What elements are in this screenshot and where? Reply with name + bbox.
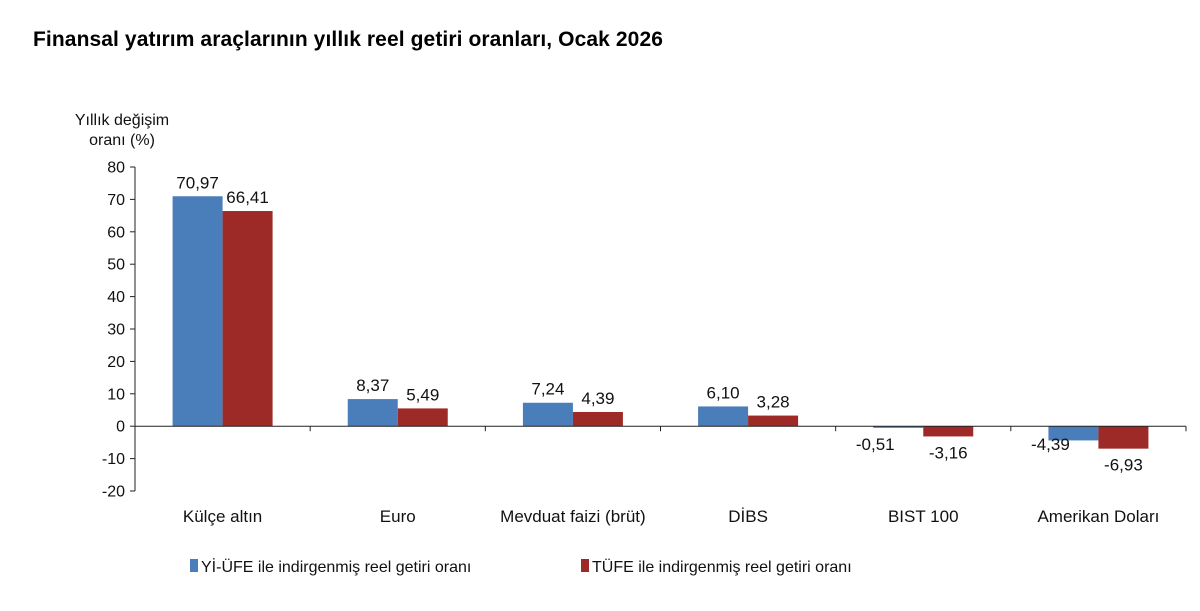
value-label: 5,49 [406,385,439,404]
y-axis: 80 70 60 50 40 30 20 10 0 -10 -20 [102,160,136,501]
value-label: 66,41 [226,188,269,207]
bar-1-5 [873,426,924,428]
bar-1-1 [172,196,223,427]
bar-2-1 [222,211,273,427]
value-label: -0,51 [856,435,895,454]
bars [172,196,1149,449]
y-axis-label-line: oranı (%) [89,132,155,149]
value-labels: 70,97 8,37 7,24 6,10 -0,51 -4,39 66,41 5,49 4,39… [176,173,1142,474]
bar-2-4 [748,415,799,427]
value-label: 7,24 [531,380,564,399]
y-tick-label: 60 [107,224,125,241]
category-label: Euro [380,507,416,526]
value-label: 3,28 [757,393,790,412]
y-axis-label-line: Yıllık değişim [75,112,169,129]
legend: Yİ-ÜFE ile indirgenmiş reel getiri oranı… [190,557,852,576]
y-tick-label: 10 [107,386,125,403]
legend-swatch [581,559,589,572]
value-label: 6,10 [707,383,740,402]
y-tick-label: 20 [107,354,125,371]
value-label: 4,39 [581,389,614,408]
chart-title: Finansal yatırım araçlarının yıllık reel… [33,28,664,51]
y-tick-label: 30 [107,322,125,339]
y-tick-label: -20 [102,484,125,501]
bar-2-3 [572,411,623,427]
value-label: 8,37 [356,376,389,395]
y-tick-label: 70 [107,192,125,209]
bar-1-4 [698,406,749,427]
legend-label: Yİ-ÜFE ile indirgenmiş reel getiri oranı [201,557,471,576]
value-label: -6,93 [1104,456,1143,475]
y-tick-label: 80 [107,160,125,177]
y-axis-label: Yıllık değişim oranı (%) [75,112,169,149]
category-label: Külçe altın [183,507,262,526]
category-label: BIST 100 [888,507,959,526]
value-label: -4,39 [1031,435,1070,454]
category-labels: Külçe altın Euro Mevduat faizi (brüt) DİBS B… [183,507,1159,526]
y-tick-label: 50 [107,257,125,274]
legend-label: TÜFE ile indirgenmiş reel getiri oranı [592,558,852,576]
category-label: Amerikan Doları [1037,507,1159,526]
bar-1-2 [347,399,398,427]
bar-2-6 [1098,426,1149,449]
category-label: Mevduat faizi (brüt) [500,507,646,526]
legend-swatch [190,559,198,572]
bar-1-3 [522,402,573,427]
y-tick-label: -10 [102,451,125,468]
y-tick-label: 40 [107,289,125,306]
category-label: DİBS [728,507,768,526]
x-axis [134,425,1187,432]
bar-2-2 [397,408,448,427]
bar-1-6 [1048,426,1099,441]
value-label: -3,16 [929,443,968,462]
bar-2-5 [923,426,974,437]
value-label: 70,97 [176,173,219,192]
y-tick-label: 0 [116,419,125,436]
